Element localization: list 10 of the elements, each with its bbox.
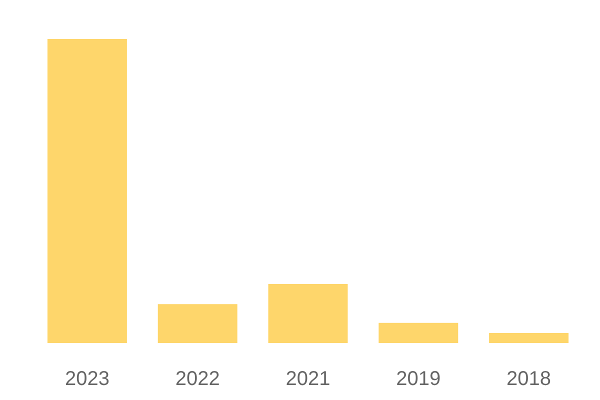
bar [47,39,127,343]
bar [489,332,569,343]
x-tick-label: 2022 [175,368,220,390]
x-tick-label: 2018 [506,368,552,390]
bar [378,322,458,343]
x-tick-label: 2021 [286,368,330,390]
bar [158,304,238,343]
x-tick-label: 2023 [64,368,110,390]
x-tick-label: 2019 [396,368,441,390]
bar [268,284,348,343]
